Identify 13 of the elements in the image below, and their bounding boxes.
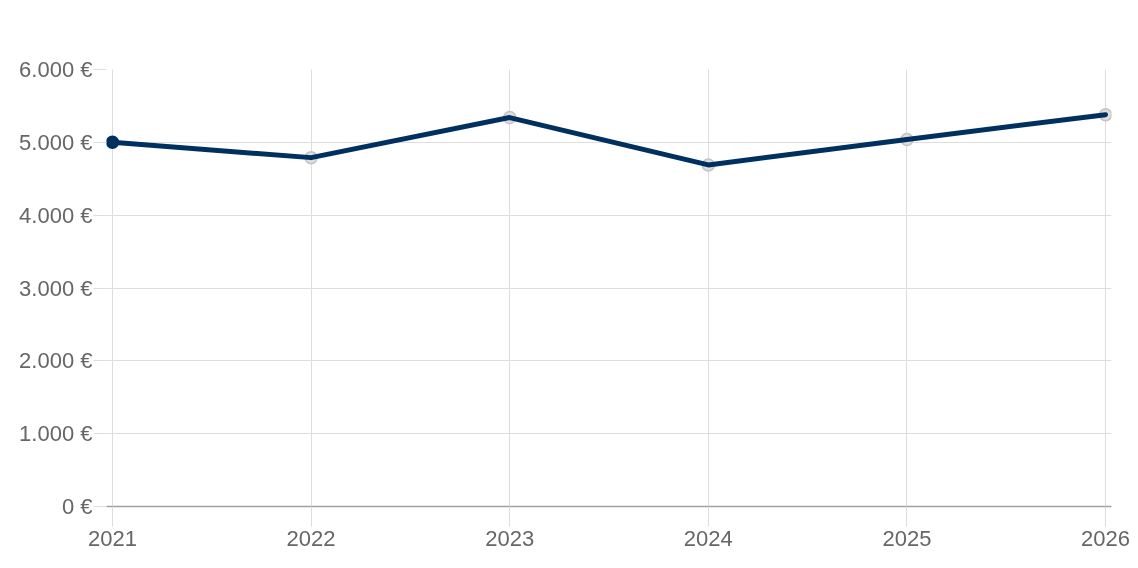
x-tick-label: 2024 [683,525,733,551]
x-tick-label: 2026 [1081,525,1131,551]
x-tick-label: 2022 [286,525,336,551]
y-tick-label: 1.000 € [19,421,93,447]
y-tick-label: 2.000 € [19,348,93,374]
y-tick-label: 4.000 € [19,202,93,228]
y-tick-label: 0 € [61,494,93,519]
x-tick-label: 2021 [87,525,137,551]
y-tick-label: 5.000 € [19,129,93,155]
y-tick-label: 3.000 € [19,275,93,301]
x-tick-label: 2025 [882,525,932,551]
x-tick-label: 2023 [485,525,535,551]
y-tick-label: 6.000 € [19,57,93,82]
